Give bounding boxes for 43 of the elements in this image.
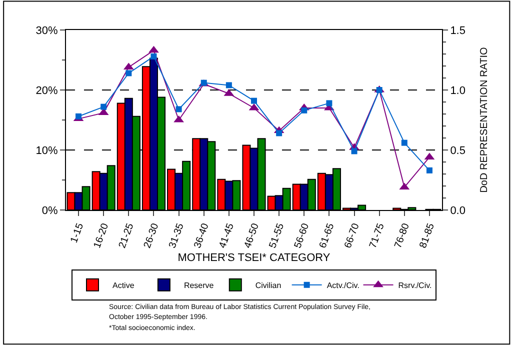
point: [150, 53, 157, 60]
point: [148, 46, 159, 53]
x-axis-title: MOTHER'S TSEI* CATEGORY: [178, 252, 331, 264]
point: [251, 98, 257, 104]
x-tick-label: 76-80: [392, 222, 412, 250]
legend-label: Active: [112, 281, 135, 290]
x-tick-label: 46-50: [242, 222, 262, 250]
x-tick-label: 61-65: [318, 222, 337, 250]
y2-tick-label: 1.5: [450, 24, 466, 37]
x-tick-label: 26-30: [142, 222, 162, 250]
x-tick-label: 81-85: [418, 222, 438, 250]
y2-tick-label: 1.0: [450, 84, 466, 97]
x-tick-label: 36-40: [192, 222, 212, 250]
x-tick-label: 1-15: [68, 222, 86, 245]
point: [426, 167, 432, 174]
point: [76, 113, 82, 120]
y-tick-label: 20%: [36, 84, 58, 97]
y-tick-label: 30%: [36, 24, 58, 37]
legend-label: Actv./Civ.: [326, 281, 360, 290]
y-tick-label: 0%: [42, 204, 58, 217]
point: [176, 106, 182, 112]
legend-label: Reserve: [184, 281, 214, 290]
y2-axis-title: DoD REPRESENTATION RATIO: [478, 46, 490, 193]
point: [100, 104, 107, 110]
x-tick-label: 71-75: [368, 222, 387, 250]
y-tick-label: 10%: [36, 144, 58, 157]
point: [126, 70, 132, 76]
x-tick-label: 21-25: [117, 222, 136, 250]
x-tick-label: 51-55: [268, 222, 287, 250]
legend-label: Civilian: [255, 281, 282, 290]
point: [401, 140, 408, 146]
point: [226, 82, 232, 88]
x-tick-label: 16-20: [92, 222, 112, 250]
y2-tick-label: 0.5: [450, 144, 466, 157]
x-tick-label: 56-60: [292, 222, 312, 250]
point: [326, 100, 332, 106]
point: [351, 148, 358, 154]
x-tick-label: 31-35: [167, 222, 186, 250]
point: [276, 130, 282, 136]
y2-tick-label: 0.0: [450, 204, 466, 217]
x-tick-label: 41-45: [217, 222, 237, 250]
x-tick-label: 66-70: [342, 222, 362, 250]
legend-label: Rsrv./Civ.: [398, 281, 432, 290]
